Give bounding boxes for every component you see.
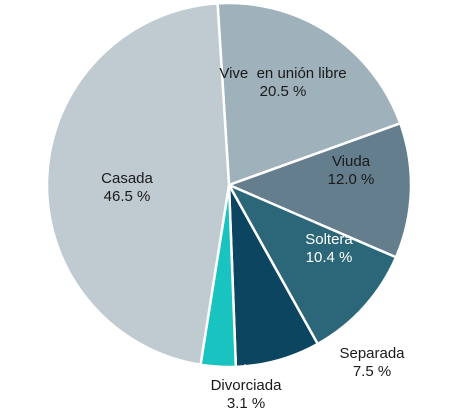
leader-line <box>244 363 247 373</box>
pie-slice-casada <box>45 2 231 367</box>
slice-label: Viuda 12.0 % <box>328 153 375 188</box>
slice-label: Divorciada 3.1 % <box>211 377 283 412</box>
pie-slices <box>45 1 413 369</box>
slice-label-name: Vive en unión libre <box>219 65 346 82</box>
slice-labels: Vive en unión libre 20.5 % Viuda 12.0 % Solt… <box>101 65 405 412</box>
slice-label-value: 7.5 % <box>353 363 391 380</box>
slice-label-value: 20.5 % <box>260 83 307 100</box>
slice-label-name: Viuda <box>332 153 371 170</box>
slice-label: Vive en unión libre 20.5 % <box>219 65 346 100</box>
slice-label-name: Soltera <box>305 231 353 248</box>
slice-label-value: 3.1 % <box>227 395 265 412</box>
leader-line <box>317 349 339 357</box>
slice-label-name: Separada <box>339 345 405 362</box>
slice-label-value: 46.5 % <box>104 188 151 205</box>
slice-label: Casada 46.5 % <box>101 170 153 205</box>
slice-label: Soltera 10.4 % <box>305 231 353 266</box>
leader-lines <box>244 349 339 373</box>
slice-label: Separada 7.5 % <box>339 345 405 380</box>
slice-label-name: Divorciada <box>211 377 283 394</box>
pie-slice-viuda <box>225 121 413 259</box>
pie-slice-soltera <box>226 182 398 346</box>
slice-label-name: Casada <box>101 170 153 187</box>
slice-label-value: 10.4 % <box>306 249 353 266</box>
slice-label-value: 12.0 % <box>328 171 375 188</box>
